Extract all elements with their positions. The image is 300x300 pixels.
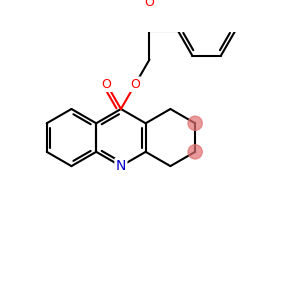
Circle shape: [188, 116, 202, 130]
Text: O: O: [130, 78, 140, 91]
Text: O: O: [145, 0, 154, 9]
Circle shape: [188, 145, 202, 159]
Text: O: O: [102, 78, 112, 91]
Text: N: N: [116, 159, 126, 173]
